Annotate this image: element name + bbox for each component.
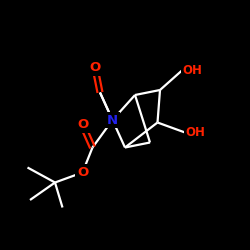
Text: O: O	[77, 166, 88, 179]
Text: N: N	[107, 114, 118, 126]
Text: O: O	[77, 118, 88, 132]
Text: OH: OH	[182, 64, 203, 76]
Text: O: O	[90, 61, 101, 74]
Text: OH: OH	[185, 126, 205, 139]
